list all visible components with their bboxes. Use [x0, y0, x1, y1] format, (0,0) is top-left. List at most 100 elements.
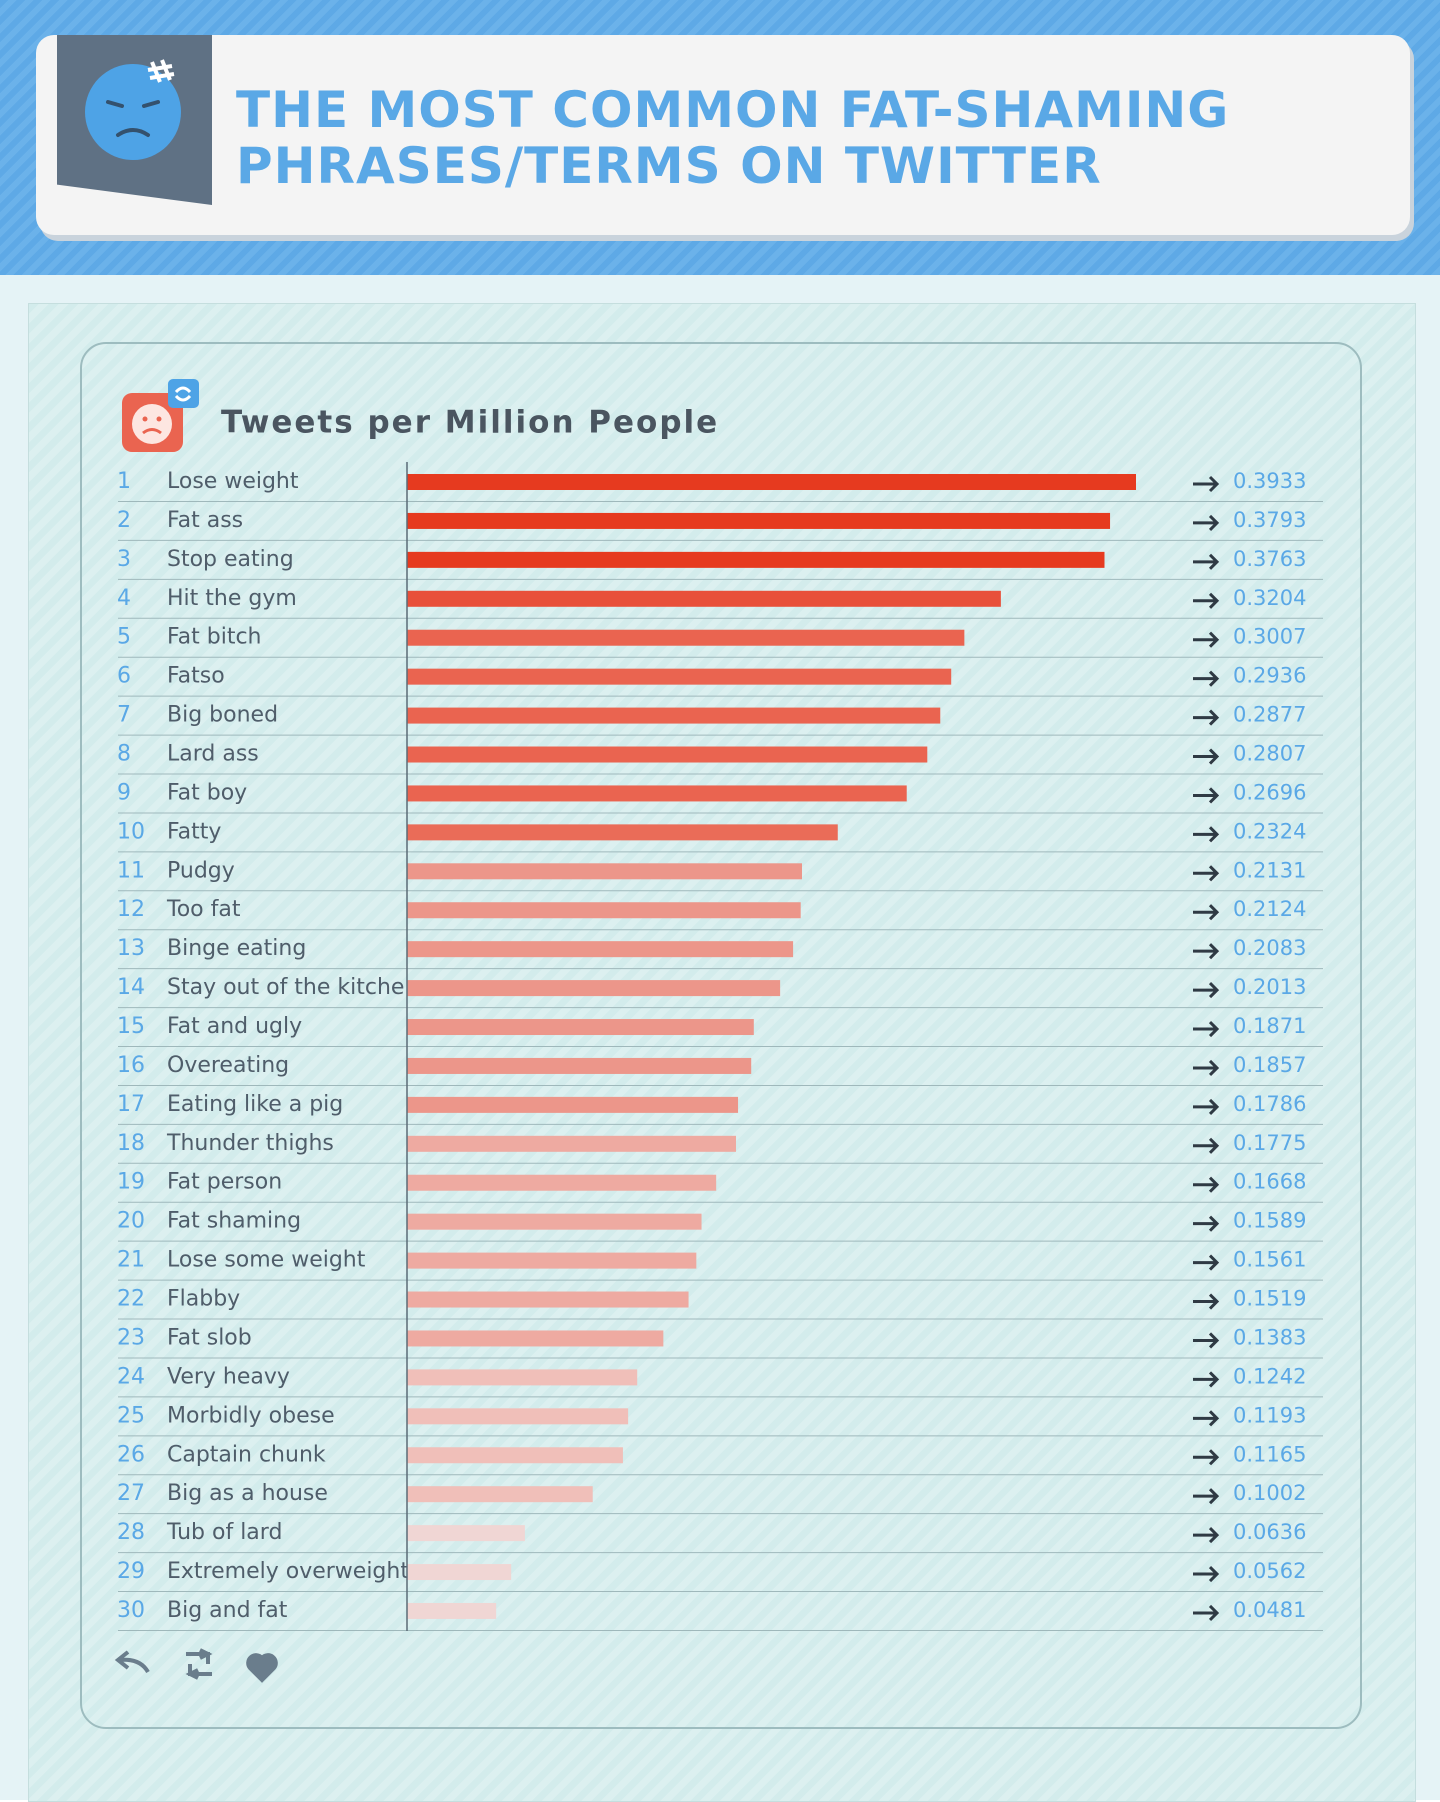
rank: 6	[117, 664, 131, 689]
value-label: 0.2807	[1233, 742, 1306, 766]
bar	[407, 1252, 697, 1269]
rank: 13	[117, 936, 145, 961]
bar	[407, 1096, 739, 1113]
value-label: 0.1193	[1233, 1403, 1306, 1427]
category-label: Extremely overweight	[167, 1559, 409, 1584]
category-label: Lose some weight	[167, 1248, 366, 1273]
category-label: Captain chunk	[167, 1442, 326, 1467]
arrow	[1193, 1488, 1220, 1505]
bar	[407, 1486, 593, 1503]
bar	[407, 629, 965, 646]
category-label: Big as a house	[167, 1481, 328, 1506]
value-label: 0.3007	[1233, 625, 1306, 649]
rank: 28	[117, 1520, 145, 1545]
category-label: Stop eating	[167, 547, 294, 572]
category-label: Too fat	[166, 897, 241, 922]
category-label: Fat boy	[167, 780, 247, 805]
bar	[407, 1330, 664, 1347]
category-label: Fat person	[167, 1170, 282, 1195]
arrow	[1193, 826, 1220, 843]
chart-subtitle: Tweets per Million People	[221, 405, 719, 441]
arrow	[1193, 1059, 1220, 1077]
category-label: Very heavy	[167, 1364, 290, 1389]
value-label: 0.0636	[1233, 1520, 1306, 1544]
value-label: 0.1775	[1233, 1131, 1306, 1155]
rank: 19	[117, 1170, 145, 1195]
rank: 17	[117, 1092, 145, 1117]
rank: 18	[117, 1131, 145, 1156]
arrow	[1193, 1293, 1220, 1310]
value-label: 0.1519	[1233, 1287, 1306, 1311]
rank: 8	[117, 742, 131, 767]
action-icons	[114, 1648, 278, 1683]
value-label: 0.2013	[1233, 975, 1306, 999]
bar	[407, 941, 794, 958]
bar	[407, 902, 801, 919]
arrow	[1193, 748, 1220, 765]
bar	[407, 1447, 623, 1464]
value-label: 0.1242	[1233, 1364, 1306, 1388]
arrow	[1193, 1215, 1220, 1232]
arrow	[1193, 865, 1220, 882]
arrow	[1193, 1020, 1220, 1038]
bar	[407, 668, 952, 685]
bar	[407, 1019, 754, 1036]
arrow	[1193, 1098, 1220, 1115]
rank: 12	[117, 897, 145, 922]
arrow	[1193, 787, 1220, 804]
bar	[407, 1408, 629, 1425]
category-label: Big and fat	[167, 1598, 288, 1623]
rank: 25	[117, 1403, 145, 1428]
rank: 14	[117, 975, 145, 1000]
bar	[407, 1564, 512, 1581]
bar	[407, 785, 907, 802]
arrow	[1193, 1449, 1220, 1466]
header-icon	[85, 59, 181, 160]
rank: 5	[117, 625, 131, 650]
category-label: Flabby	[167, 1287, 240, 1312]
rank: 7	[117, 703, 131, 728]
value-label: 0.2324	[1233, 819, 1306, 843]
rank: 21	[117, 1248, 145, 1273]
category-label: Fat and ugly	[167, 1014, 302, 1039]
rank: 26	[117, 1442, 145, 1467]
rank: 24	[117, 1364, 145, 1389]
category-label: Lard ass	[167, 742, 259, 767]
bar	[407, 1602, 497, 1619]
category-label: Fatso	[167, 664, 225, 689]
arrow	[1193, 1137, 1220, 1154]
category-label: Fat ass	[167, 508, 243, 533]
category-label: Eating like a pig	[167, 1092, 343, 1117]
category-label: Morbidly obese	[167, 1403, 335, 1428]
arrow	[1193, 1410, 1220, 1427]
value-label: 0.2083	[1233, 936, 1306, 960]
rank: 23	[117, 1325, 145, 1350]
rank: 16	[117, 1053, 145, 1078]
bar	[407, 1057, 752, 1074]
arrow	[1193, 514, 1220, 531]
bar	[407, 824, 838, 841]
category-label: Fat shaming	[167, 1209, 301, 1234]
bar	[407, 980, 781, 997]
rank: 20	[117, 1209, 145, 1234]
bar	[407, 590, 1001, 607]
bar	[407, 707, 941, 724]
rank: 29	[117, 1559, 145, 1584]
arrow	[1193, 1371, 1220, 1388]
rank: 22	[117, 1287, 145, 1312]
bar	[407, 1174, 717, 1191]
category-label: Pudgy	[167, 858, 235, 883]
value-label: 0.1857	[1233, 1053, 1306, 1077]
category-label: Fatty	[167, 819, 221, 844]
chart-title: THE MOST COMMON FAT-SHAMING PHRASES/TERM…	[236, 81, 1230, 195]
value-label: 0.1589	[1233, 1209, 1306, 1233]
arrow	[1193, 670, 1220, 687]
value-label: 0.0481	[1233, 1598, 1306, 1622]
arrow	[1193, 1604, 1220, 1622]
sad-icon	[122, 379, 199, 452]
arrow	[1193, 475, 1220, 493]
rank: 2	[117, 508, 131, 533]
arrow	[1193, 709, 1220, 726]
bar	[407, 512, 1111, 529]
